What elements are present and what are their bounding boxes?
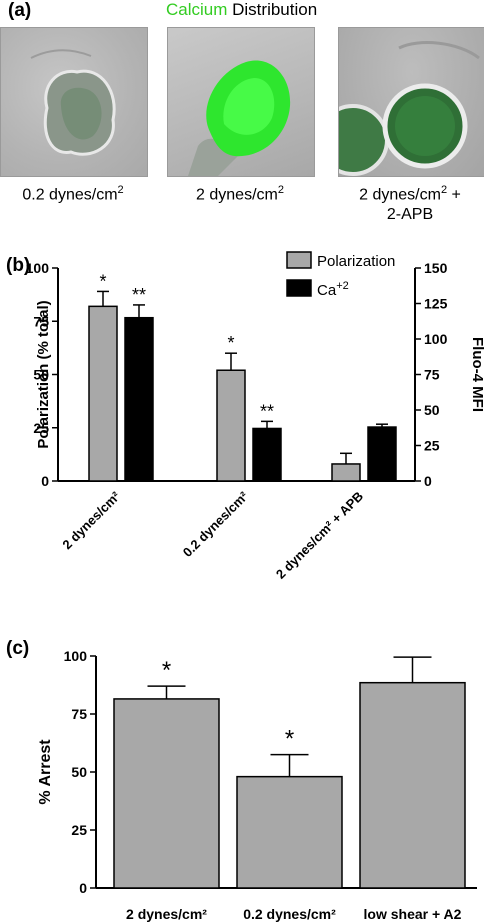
panel-a-label: (a) [8,0,32,21]
significance-marker: * [99,271,106,291]
panel-a-title: Calcium Distribution [166,0,317,20]
y-axis-title: % Arrest [37,739,54,805]
micrograph-low-shear [0,27,148,177]
x-tick-label: 2 dynes/cm² [126,906,207,922]
bar-arrest [236,775,343,889]
y-tick-label: 100 [26,260,50,276]
panel-b-label: (b) [6,255,31,276]
legend-label-polarization: Polarization [317,253,395,270]
y-tick-label: 75 [33,313,49,329]
bar-arrest [359,681,466,889]
legend-swatch-polarization [286,251,312,269]
caption-high-shear: 2 dynes/cm2 [196,184,284,204]
y2-tick-label: 75 [424,367,440,383]
y2-axis-title: Fluo-4 MFI [469,337,484,412]
micrograph-apb [338,27,484,177]
x-tick-label: low shear + A2 [364,906,462,922]
caption-apb: 2 dynes/cm2 +2-APB [359,184,461,224]
y2-tick-label: 150 [424,260,448,276]
significance-marker: * [285,726,294,753]
bar-calcium [252,427,282,482]
y2-tick-label: 50 [424,402,440,418]
y-tick-label: 75 [71,706,87,722]
y-tick-label: 25 [71,822,87,838]
x-tick-label: 0.2 dynes/cm² [243,906,336,922]
legend-label-calcium: Ca+2 [317,280,349,299]
y2-tick-label: 25 [424,438,440,454]
significance-marker: * [227,333,234,353]
legend-swatch-calcium [286,279,312,297]
y2-tick-label: 100 [424,331,448,347]
y2-tick-label: 125 [424,296,448,312]
y-tick-label: 25 [33,420,49,436]
micrograph-high-shear [167,27,315,177]
caption-low-shear: 0.2 dynes/cm2 [22,184,124,204]
significance-marker: ** [260,401,274,421]
y-tick-label: 0 [79,880,87,896]
bar-polarization [88,305,118,482]
y-tick-label: 100 [64,648,88,664]
y-axis-title: Polarization (% total) [35,300,52,448]
title-distribution: Distribution [227,0,318,19]
significance-marker: ** [132,285,146,305]
significance-marker: * [162,657,171,684]
bar-arrest [113,698,220,889]
y-tick-label: 0 [41,473,49,489]
y-tick-label: 50 [71,764,87,780]
y-tick-label: 50 [33,367,49,383]
y2-tick-label: 0 [424,473,432,489]
title-calcium: Calcium [166,0,228,19]
panel-c-label: (c) [6,638,30,659]
